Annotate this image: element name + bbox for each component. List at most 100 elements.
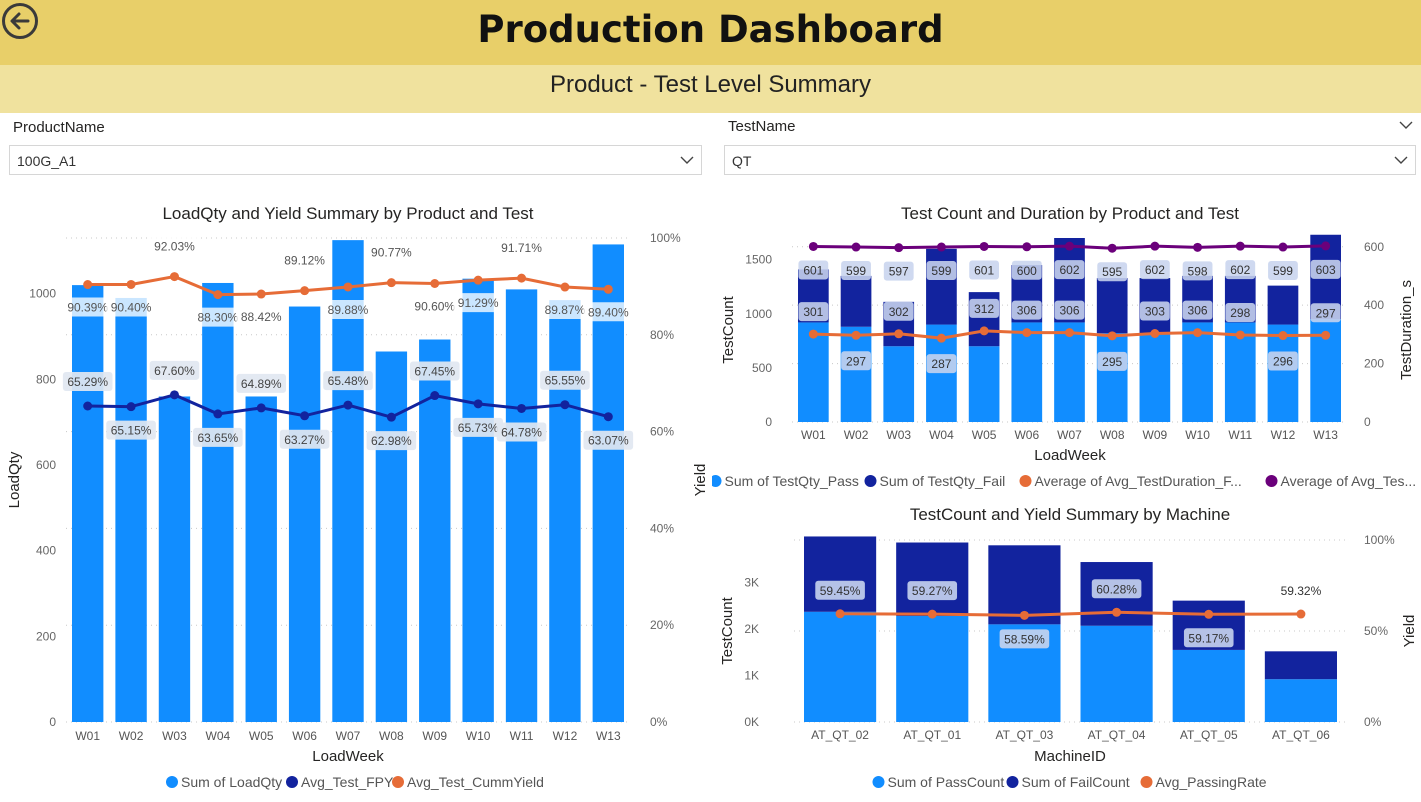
cumm-yield-point (386, 278, 396, 288)
fpy-data-label-bg (279, 429, 330, 449)
x-tick-label: AT_QT_03 (996, 728, 1054, 742)
fpy-data-label-bg (583, 430, 634, 450)
pass-bar (1264, 679, 1337, 722)
y-tick-label: 200 (36, 629, 56, 643)
pass-bar (1182, 322, 1213, 422)
duration-data-label-bg (1011, 300, 1042, 320)
x-tick-label: W06 (292, 729, 317, 743)
cumm-yield-data-label-bg (323, 299, 373, 319)
x-tick-label: W10 (1185, 428, 1210, 442)
x-tick-label: W07 (1057, 428, 1082, 442)
x-tick-label: W13 (1313, 428, 1338, 442)
x-tick-label: W12 (1271, 428, 1296, 442)
cumm-yield-data-label: 90.39% (67, 301, 108, 315)
y2-tick-label: 20% (650, 618, 674, 632)
duration-data-label: 306 (1017, 304, 1037, 318)
passing-rate-point (1296, 609, 1306, 619)
fail-bar (804, 536, 877, 612)
cumm-yield-point (126, 279, 136, 289)
duration-data-label-bg (1225, 302, 1256, 322)
avg-test-data-label-bg (798, 260, 829, 280)
x-tick-label: AT_QT_01 (903, 728, 961, 742)
cumm-yield-data-label-bg (583, 302, 634, 322)
pass-bar (1139, 333, 1171, 422)
pass-bar (1172, 649, 1245, 722)
fail-bar (1264, 651, 1337, 680)
duration-point (1107, 331, 1117, 341)
x-tick-label: W08 (379, 729, 404, 743)
pass-bar (1080, 625, 1153, 722)
fpy-data-label: 65.48% (328, 374, 369, 388)
y2-tick-label: 400 (1364, 298, 1384, 312)
passing-rate-data-label: 60.28% (1096, 582, 1137, 596)
avg-test-point (1107, 243, 1117, 253)
passing-rate-data-label-bg (907, 581, 958, 601)
cumm-yield-point (603, 284, 613, 294)
avg-test-data-label: 600 (1017, 264, 1037, 278)
cumm-yield-point (300, 286, 310, 296)
x-tick-label: W11 (1228, 428, 1252, 442)
legend-label-1: Sum of FailCount (1022, 774, 1130, 790)
fpy-data-label: 64.78% (501, 425, 542, 439)
avg-test-point (851, 242, 861, 252)
cumm-yield-data-label: 88.42% (241, 310, 282, 324)
y-tick-label: 0 (765, 415, 772, 429)
pass-bar (896, 615, 969, 722)
fpy-data-label-bg (496, 422, 547, 442)
product-dropdown[interactable]: 100G_A1 (9, 145, 702, 175)
avg-test-data-label: 598 (1188, 264, 1208, 278)
product-dropdown-value: 100G_A1 (17, 153, 77, 169)
chart-title: TestCount and Yield Summary by Machine (910, 505, 1230, 524)
y-tick-label: 500 (752, 361, 772, 375)
cumm-yield-data-label: 89.88% (328, 303, 369, 317)
y-tick-label: 400 (36, 544, 56, 558)
loadqty-yield-chart: LoadQty and Yield Summary by Product and… (6, 204, 709, 790)
slicer-collapse-chevron-icon[interactable] (1398, 119, 1414, 131)
y2-tick-label: 0% (650, 715, 668, 729)
avg-test-data-label: 595 (1102, 265, 1122, 279)
legend-label-1: Sum of TestQty_Fail (880, 473, 1006, 489)
avg-test-data-label: 601 (974, 263, 994, 277)
fpy-data-label: 65.55% (545, 374, 586, 388)
fpy-data-label-bg (149, 360, 200, 380)
y2-tick-label: 100% (650, 231, 681, 245)
back-arrow-icon[interactable] (2, 3, 38, 39)
product-slicer-label: ProductName (13, 119, 105, 136)
avg-test-point (1193, 242, 1203, 252)
passing-rate-line (840, 610, 1301, 617)
duration-point (1235, 330, 1245, 340)
cumm-yield-point (430, 278, 440, 288)
y-tick-label: 1500 (745, 253, 772, 267)
duration-point (808, 329, 818, 339)
x-tick-label: W01 (801, 428, 826, 442)
x-tick-label: W11 (510, 729, 534, 743)
duration-data-label: 297 (1316, 306, 1336, 320)
duration-point (1150, 329, 1160, 339)
fpy-point (560, 400, 570, 410)
fpy-data-label: 65.29% (67, 375, 108, 389)
legend-marker-0 (712, 475, 722, 487)
duration-data-label-bg (798, 302, 829, 322)
avg-test-data-label-bg (1011, 260, 1042, 280)
fpy-data-label: 67.45% (414, 365, 455, 379)
y-tick-label: 1000 (29, 287, 56, 301)
fpy-point (603, 412, 613, 422)
fpy-point (473, 399, 483, 409)
chart-title: Test Count and Duration by Product and T… (901, 204, 1239, 223)
fail-bar (1267, 285, 1299, 325)
fpy-point (83, 401, 93, 411)
cumm-yield-data-label-bg (62, 297, 113, 317)
fail-bar (896, 542, 969, 616)
duration-point (1193, 328, 1203, 338)
avg-test-data-label-bg (1139, 260, 1170, 280)
passing-rate-data-label-bg (815, 580, 865, 600)
test-dropdown[interactable]: QT (724, 145, 1416, 175)
y-tick-label: 1K (744, 669, 759, 683)
fpy-data-label: 64.89% (241, 377, 282, 391)
cumm-yield-data-label: 92.03% (154, 240, 195, 254)
loadqty-bar (375, 351, 408, 722)
fpy-point (256, 403, 266, 413)
legend-marker-2 (1019, 475, 1032, 487)
loadqty-bar (549, 300, 581, 722)
loadqty-bar (72, 285, 104, 722)
